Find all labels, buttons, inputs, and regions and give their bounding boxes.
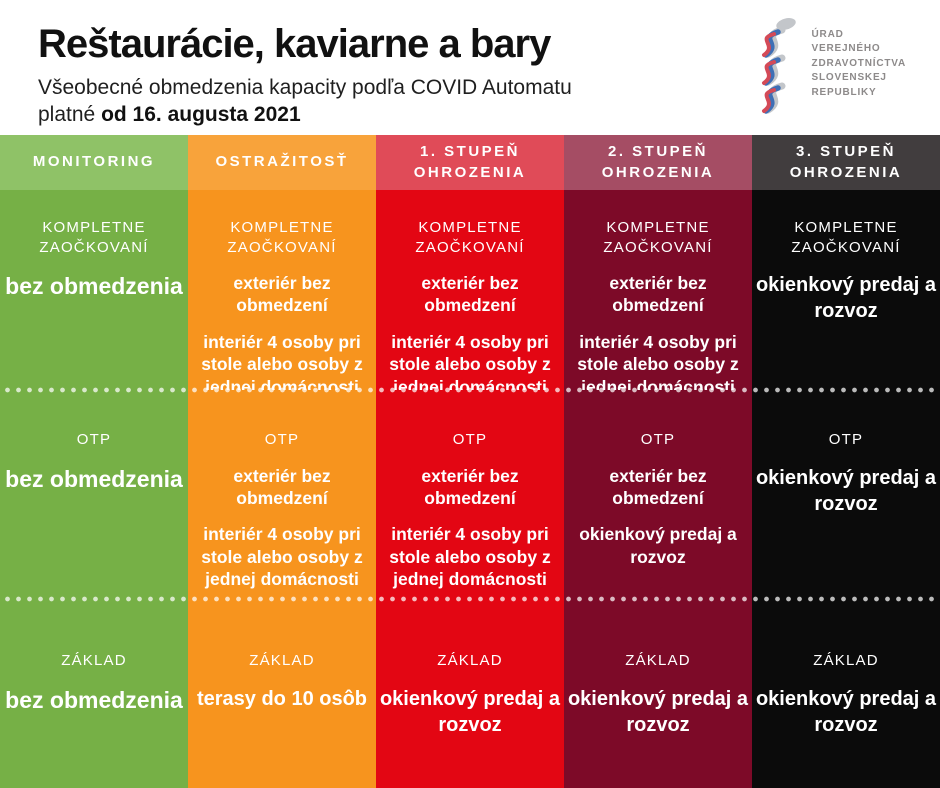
cell-category-label: KOMPLETNE ZAOČKOVANÍ bbox=[791, 219, 901, 256]
cell-rule: bez obmedzenia bbox=[5, 465, 183, 492]
cell-3-stupen-zaockovani: KOMPLETNE ZAOČKOVANÍ okienkový predaj a … bbox=[752, 190, 940, 390]
cell-1-stupen-otp: OTP exteriér bez obmedzení interiér 4 os… bbox=[376, 390, 564, 599]
cell-category-label: OTP bbox=[452, 431, 488, 448]
cell-2-stupen-otp: OTP exteriér bez obmedzení okienkový pre… bbox=[564, 390, 752, 599]
cell-rule: okienkový predaj a rozvoz bbox=[755, 274, 937, 322]
logo-line: ZDRAVOTNÍCTVA bbox=[811, 57, 906, 69]
cell-rule: exteriér bez obmedzení bbox=[609, 465, 707, 508]
logo-line: ÚRAD bbox=[811, 28, 844, 40]
cell-rule: exteriér bez obmedzení bbox=[233, 465, 331, 508]
column-header-label: 1. STUPEŇ OHROZENIA bbox=[413, 143, 527, 181]
cell-2-stupen-zaklad: ZÁKLAD okienkový predaj a rozvoz bbox=[564, 599, 752, 788]
cell-category-label: ZÁKLAD bbox=[437, 652, 503, 669]
cell-category-label: ZÁKLAD bbox=[61, 652, 127, 669]
uvz-logo-snake-icon bbox=[761, 18, 796, 114]
cell-monitoring-zaklad: ZÁKLAD bez obmedzenia bbox=[0, 599, 188, 788]
cell-rule: terasy do 10 osôb bbox=[196, 687, 368, 710]
subtitle-line2: platné od 16. augusta 2021 bbox=[38, 102, 572, 129]
cell-rule: exteriér bez obmedzení bbox=[609, 273, 707, 316]
cell-rule: okienkový predaj a rozvoz bbox=[579, 524, 737, 567]
cell-category-label: KOMPLETNE ZAOČKOVANÍ bbox=[39, 219, 149, 256]
cell-1-stupen-zaockovani: KOMPLETNE ZAOČKOVANÍ exteriér bez obmedz… bbox=[376, 190, 564, 397]
uvz-logo-wordmark: ÚRAD VEREJNÉHO ZDRAVOTNÍCTVA SLOVENSKEJ … bbox=[812, 28, 906, 101]
cell-rule: interiér 4 osoby pri stole alebo osoby z… bbox=[389, 524, 551, 590]
cell-ostrazitost-otp: OTP exteriér bez obmedzení interiér 4 os… bbox=[188, 390, 376, 599]
column-header-ostrazitost: OSTRAŽITOSŤ bbox=[188, 135, 376, 190]
column-header-3-stupen: 3. STUPEŇ OHROZENIA bbox=[752, 135, 940, 190]
cell-rule: bez obmedzenia bbox=[5, 686, 183, 713]
column-header-label: OSTRAŽITOSŤ bbox=[215, 153, 349, 171]
cell-rule: exteriér bez obmedzení bbox=[421, 273, 519, 316]
subtitle-line1: Všeobecné obmedzenia kapacity podľa COVI… bbox=[38, 76, 572, 99]
cell-rule: bez obmedzenia bbox=[5, 273, 183, 299]
cell-category-label: ZÁKLAD bbox=[249, 652, 315, 669]
page-title: Reštaurácie, kaviarne a bary bbox=[38, 22, 551, 66]
cell-category-label: ZÁKLAD bbox=[625, 652, 691, 669]
cell-ostrazitost-zaockovani: KOMPLETNE ZAOČKOVANÍ exteriér bez obmedz… bbox=[188, 190, 376, 397]
cell-rule: exteriér bez obmedzení bbox=[421, 465, 519, 508]
cell-rule: interiér 4 osoby pri stole alebo osoby z… bbox=[201, 331, 363, 397]
cell-rule: okienkový predaj a rozvoz bbox=[755, 687, 937, 736]
title-block: Reštaurácie, kaviarne a bary Všeobecné o… bbox=[38, 22, 572, 129]
column-header-2-stupen: 2. STUPEŇ OHROZENIA bbox=[564, 135, 752, 190]
cell-monitoring-zaockovani: KOMPLETNE ZAOČKOVANÍ bez obmedzenia bbox=[0, 190, 188, 390]
cell-rule: exteriér bez obmedzení bbox=[233, 273, 331, 316]
cell-category-label: OTP bbox=[640, 431, 676, 448]
cell-ostrazitost-zaklad: ZÁKLAD terasy do 10 osôb bbox=[188, 599, 376, 788]
cell-category-label: OTP bbox=[828, 431, 864, 448]
cell-1-stupen-zaklad: ZÁKLAD okienkový predaj a rozvoz bbox=[376, 599, 564, 788]
column-header-label: 2. STUPEŇ OHROZENIA bbox=[601, 143, 715, 181]
cell-2-stupen-zaockovani: KOMPLETNE ZAOČKOVANÍ exteriér bez obmedz… bbox=[564, 190, 752, 397]
covid-automat-table: MONITORING OSTRAŽITOSŤ 1. STUPEŇ OHROZEN… bbox=[0, 135, 940, 788]
cell-category-label: OTP bbox=[264, 431, 300, 448]
cell-category-label: KOMPLETNE ZAOČKOVANÍ bbox=[227, 219, 337, 256]
cell-rule: interiér 4 osoby pri stole alebo osoby z… bbox=[389, 331, 551, 397]
valid-prefix: platné bbox=[38, 102, 96, 126]
cell-category-label: ZÁKLAD bbox=[813, 652, 879, 669]
column-header-monitoring: MONITORING bbox=[0, 135, 188, 190]
cell-3-stupen-otp: OTP okienkový predaj a rozvoz bbox=[752, 390, 940, 599]
cell-3-stupen-zaklad: ZÁKLAD okienkový predaj a rozvoz bbox=[752, 599, 940, 788]
logo-line: REPUBLIKY bbox=[811, 86, 877, 98]
cell-monitoring-otp: OTP bez obmedzenia bbox=[0, 390, 188, 599]
cell-rule: okienkový predaj a rozvoz bbox=[567, 687, 749, 736]
cell-category-label: KOMPLETNE ZAOČKOVANÍ bbox=[415, 219, 525, 256]
valid-date: od 16. augusta 2021 bbox=[101, 102, 301, 126]
uvz-sr-logo: ÚRAD VEREJNÉHO ZDRAVOTNÍCTVA SLOVENSKEJ … bbox=[745, 14, 906, 114]
cell-category-label: KOMPLETNE ZAOČKOVANÍ bbox=[603, 219, 713, 256]
column-header-1-stupen: 1. STUPEŇ OHROZENIA bbox=[376, 135, 564, 190]
column-header-label: 3. STUPEŇ OHROZENIA bbox=[789, 143, 903, 181]
cell-category-label: OTP bbox=[76, 431, 112, 448]
cell-rule: interiér 4 osoby pri stole alebo osoby z… bbox=[577, 331, 739, 397]
cell-rule: interiér 4 osoby pri stole alebo osoby z… bbox=[201, 524, 363, 590]
logo-line: VEREJNÉHO bbox=[811, 43, 881, 55]
logo-line: SLOVENSKEJ bbox=[811, 72, 887, 84]
cell-rule: okienkový predaj a rozvoz bbox=[755, 466, 937, 515]
column-header-label: MONITORING bbox=[32, 153, 156, 171]
cell-rule: okienkový predaj a rozvoz bbox=[379, 687, 561, 736]
page-header: Reštaurácie, kaviarne a bary Všeobecné o… bbox=[0, 0, 940, 135]
